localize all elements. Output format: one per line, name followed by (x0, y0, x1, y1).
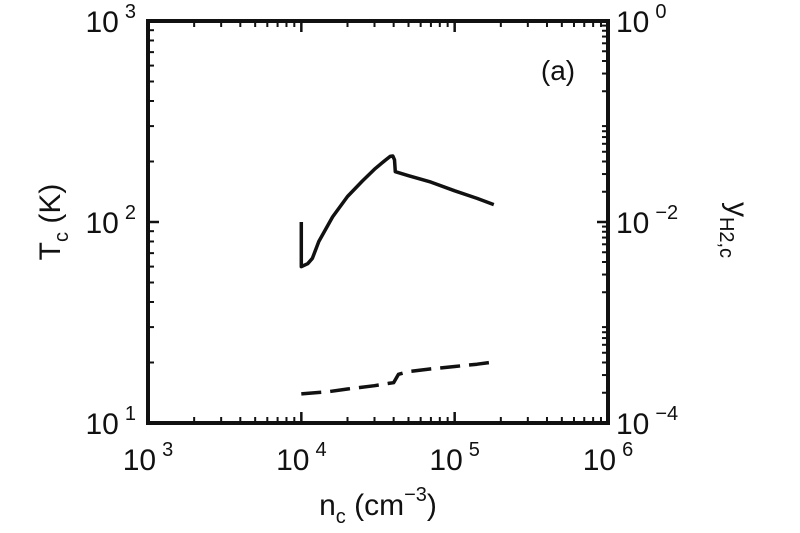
x-tick-label-1-base: 10 (276, 444, 309, 477)
y-right-tick-label-2-exp: 0 (655, 1, 666, 23)
panel-label: (a) (541, 55, 575, 86)
x-axis-title-main: n (319, 489, 336, 522)
y-left-tick-label-2: 10 3 (86, 1, 137, 39)
series-line-1-dashed (301, 360, 495, 396)
y-right-tick-label-0-base: 10 (616, 408, 649, 441)
x-axis-title-sub: c (336, 506, 346, 528)
y-left-title-unit: (K) (34, 184, 67, 232)
y-left-tick-label-1: 10 2 (86, 202, 137, 240)
y-right-title-main: y (721, 202, 754, 217)
x-tick-label-0: 10 3 (123, 439, 174, 477)
y-right-title-group: yH2,c (715, 202, 754, 258)
x-tick-label-2-exp: 5 (469, 439, 480, 461)
y-left-title-group: Tc (K) (34, 184, 73, 261)
series-layer (299, 154, 495, 396)
plot-frame (146, 19, 610, 425)
y-left-tick-label-2-exp: 3 (125, 1, 136, 23)
y-right-axis-title: yH2,c (715, 202, 754, 258)
y-left-axis-title: Tc (K) (34, 184, 73, 261)
x-tick-label-0-exp: 3 (162, 439, 173, 461)
x-axis-title-unit-open: (cm (346, 489, 404, 522)
x-tick-label-2-base: 10 (429, 444, 462, 477)
y-right-tick-label-2-base: 10 (616, 6, 649, 39)
y-left-tick-label-0-base: 10 (86, 408, 119, 441)
y-right-tick-label-0-exp: −4 (655, 403, 678, 425)
y-left-tick-label-0: 10 1 (86, 403, 137, 441)
y-left-tick-label-1-exp: 2 (125, 202, 136, 224)
x-axis-title-unit-exp: −3 (404, 484, 427, 506)
y-left-title-sub: c (51, 232, 73, 242)
x-tick-label-3-exp: 6 (622, 439, 633, 461)
y-left-tick-label-1-base: 10 (86, 207, 119, 240)
y-right-tick-label-1: 10 −2 (616, 202, 678, 240)
x-axis-title: nc (cm−3) (319, 484, 437, 528)
x-axis-title-unit-close: ) (427, 489, 437, 522)
x-tick-label-2: 10 5 (429, 439, 480, 477)
y-left-tick-label-2-base: 10 (86, 6, 119, 39)
y-right-tick-label-2: 10 0 (616, 1, 667, 39)
y-right-tick-label-1-base: 10 (616, 207, 649, 240)
x-tick-label-3: 10 6 (583, 439, 634, 477)
x-tick-label-0-base: 10 (123, 444, 156, 477)
y-left-title-main: T (34, 242, 67, 260)
ticks-layer: 10 3 10 4 10 5 10 610 110 210 310 −410 −210 0 (86, 1, 679, 477)
y-right-tick-label-1-exp: −2 (655, 202, 678, 224)
y-left-tick-label-0-exp: 1 (125, 403, 136, 425)
x-tick-label-1-exp: 4 (315, 439, 326, 461)
y-right-title-sub: H2,c (715, 217, 737, 258)
y-right-tick-label-0: 10 −4 (616, 403, 678, 441)
series-line-0-solid (299, 154, 495, 269)
x-tick-label-3-base: 10 (583, 444, 616, 477)
x-tick-label-1: 10 4 (276, 439, 327, 477)
